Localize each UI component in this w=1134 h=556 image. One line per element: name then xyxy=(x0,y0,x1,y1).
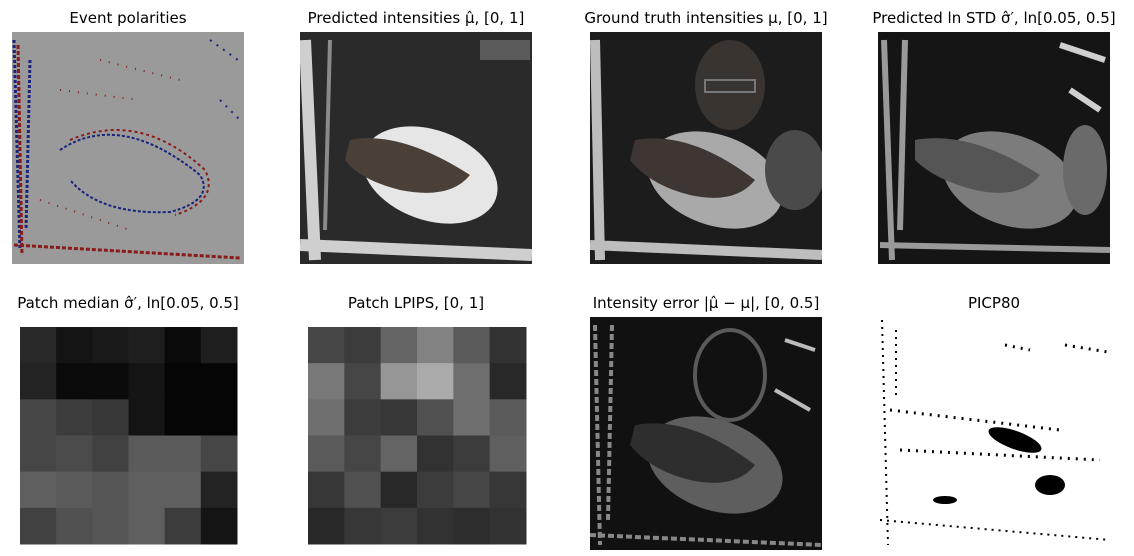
patch-cell xyxy=(381,472,418,509)
patch-cell xyxy=(201,327,238,364)
patch-cell xyxy=(165,399,202,436)
patch-cell xyxy=(490,327,527,364)
patch-cell xyxy=(490,508,527,545)
patch-cell xyxy=(381,363,418,400)
patch-cell xyxy=(453,436,490,473)
patch-cell xyxy=(201,508,238,545)
patch-cell xyxy=(20,472,57,509)
patch-cell xyxy=(344,327,381,364)
patch-lpips-grid xyxy=(308,327,527,545)
patch-cell xyxy=(490,472,527,509)
patch-cell xyxy=(453,327,490,364)
patch-cell xyxy=(165,508,202,545)
patch-cell xyxy=(129,472,166,509)
patch-cell xyxy=(56,436,93,473)
patch-cell xyxy=(417,363,454,400)
patch-cell xyxy=(201,472,238,509)
patch-cell xyxy=(165,436,202,473)
patch-cell xyxy=(20,436,57,473)
patch-cell xyxy=(129,363,166,400)
panel-title: Predicted ln STD σ̂′, ln[0.05, 0.5] xyxy=(872,9,1115,27)
patch-cell xyxy=(381,399,418,436)
patch-cell xyxy=(56,472,93,509)
patch-cell xyxy=(92,399,129,436)
patch-cell xyxy=(92,436,129,473)
event-image xyxy=(12,32,244,264)
patch-cell xyxy=(453,399,490,436)
panel-title: Patch LPIPS, [0, 1] xyxy=(348,294,484,312)
patch-cell xyxy=(201,399,238,436)
patch-cell xyxy=(417,327,454,364)
ground-truth-image xyxy=(590,32,825,264)
patch-cell xyxy=(453,363,490,400)
patch-cell xyxy=(308,399,345,436)
patch-cell xyxy=(201,363,238,400)
panel-title: Ground truth intensities μ, [0, 1] xyxy=(584,9,827,27)
patch-cell xyxy=(165,472,202,509)
patch-cell xyxy=(20,399,57,436)
patch-cell xyxy=(56,327,93,364)
patch-cell xyxy=(453,508,490,545)
patch-cell xyxy=(20,327,57,364)
patch-cell xyxy=(129,436,166,473)
patch-cell xyxy=(490,399,527,436)
patch-cell xyxy=(129,399,166,436)
panel-title: Predicted intensities μ̂, [0, 1] xyxy=(308,9,525,27)
patch-cell xyxy=(56,363,93,400)
patch-cell xyxy=(201,436,238,473)
patch-median-grid xyxy=(20,327,238,545)
patch-cell xyxy=(165,363,202,400)
patch-cell xyxy=(490,363,527,400)
patch-cell xyxy=(165,327,202,364)
patch-cell xyxy=(344,472,381,509)
patch-cell xyxy=(417,436,454,473)
patch-cell xyxy=(344,363,381,400)
patch-cell xyxy=(344,436,381,473)
patch-cell xyxy=(453,472,490,509)
patch-cell xyxy=(490,436,527,473)
predicted-image xyxy=(300,32,532,264)
patch-cell xyxy=(417,508,454,545)
error-image xyxy=(590,317,822,550)
patch-cell xyxy=(92,327,129,364)
patch-cell xyxy=(129,508,166,545)
patch-cell xyxy=(308,508,345,545)
patch-cell xyxy=(308,436,345,473)
std-image xyxy=(878,32,1110,264)
patch-cell xyxy=(92,472,129,509)
panel-title: Intensity error |μ̂ − μ|, [0, 0.5] xyxy=(593,294,820,312)
patch-cell xyxy=(381,327,418,364)
patch-cell xyxy=(417,472,454,509)
patch-cell xyxy=(308,363,345,400)
patch-cell xyxy=(20,508,57,545)
patch-cell xyxy=(20,363,57,400)
patch-cell xyxy=(129,327,166,364)
patch-cell xyxy=(92,363,129,400)
patch-cell xyxy=(308,327,345,364)
patch-cell xyxy=(381,508,418,545)
patch-cell xyxy=(344,399,381,436)
picp-image xyxy=(878,317,1110,550)
patch-cell xyxy=(417,399,454,436)
figure: Event polarities Predicted intensities μ̂… xyxy=(0,0,1134,552)
panel-title: Event polarities xyxy=(69,9,186,27)
patch-cell xyxy=(92,508,129,545)
panel-title: PICP80 xyxy=(968,294,1020,312)
patch-cell xyxy=(381,436,418,473)
patch-cell xyxy=(344,508,381,545)
patch-cell xyxy=(308,472,345,509)
panel-title: Patch median σ̂′, ln[0.05, 0.5] xyxy=(17,294,239,312)
patch-cell xyxy=(56,508,93,545)
page: Event polarities Predicted intensities μ̂… xyxy=(0,0,1134,552)
patch-cell xyxy=(56,399,93,436)
